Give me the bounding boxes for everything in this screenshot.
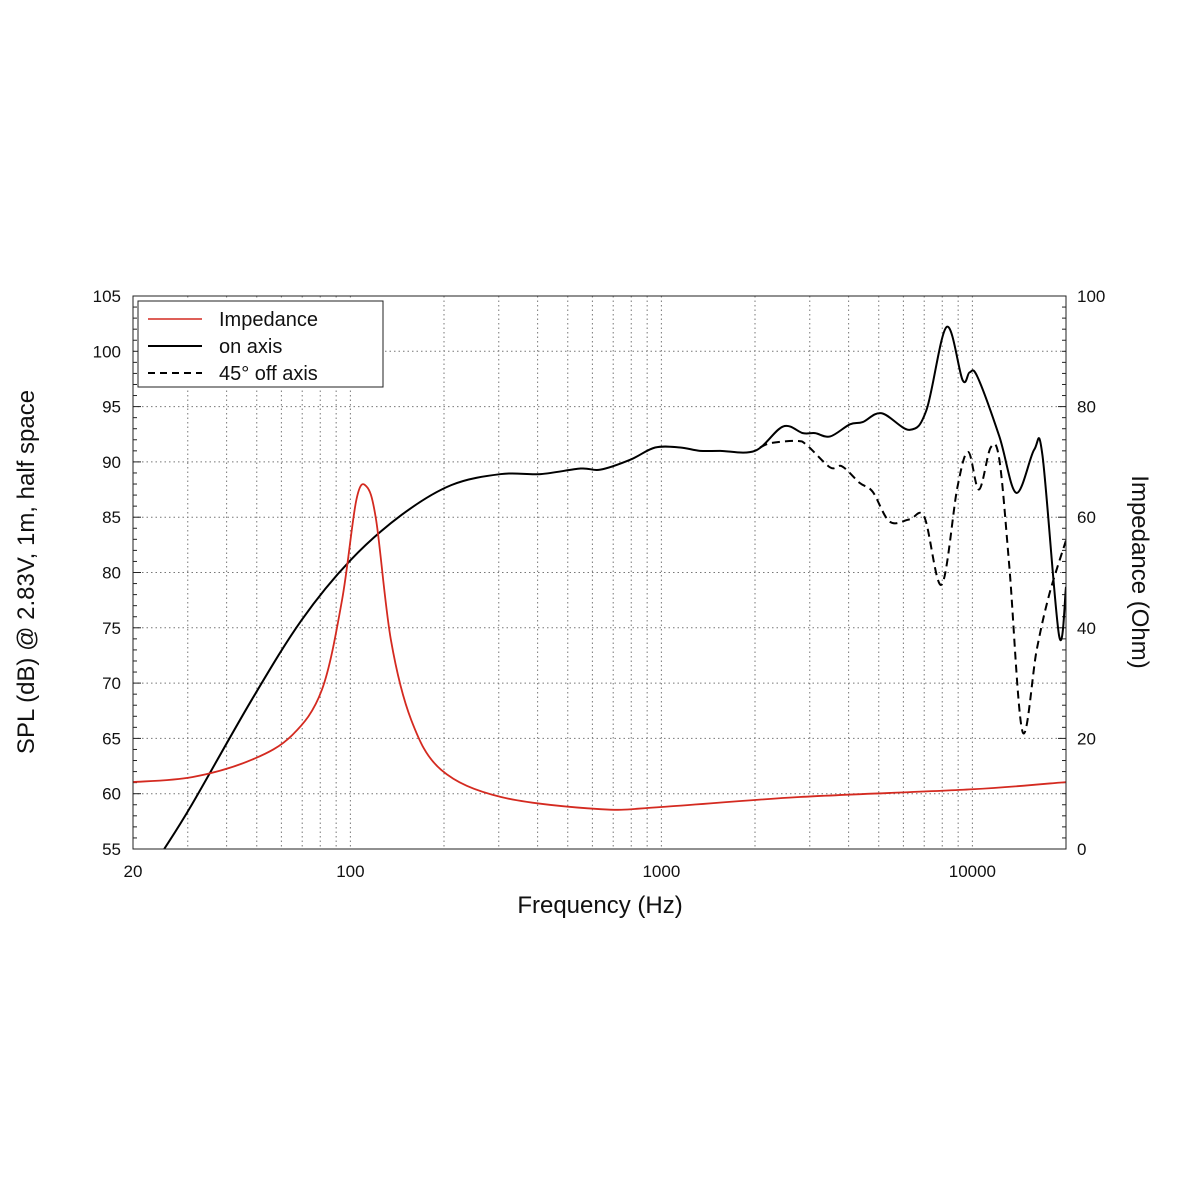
y-tick-label: 100 [93,342,121,361]
y2-tick-label: 40 [1077,619,1096,638]
y-tick-label: 90 [102,453,121,472]
y-tick-label: 75 [102,619,121,638]
x-tick-label: 20 [124,862,143,881]
x-tick-label: 1000 [642,862,680,881]
series-line-on-axis [163,325,1066,849]
x-tick-label: 100 [336,862,364,881]
plot-frame [132,295,1067,850]
y2-tick-label: 60 [1077,508,1096,527]
y-axis-title: SPL (dB) @ 2.83V, 1m, half space [13,390,40,754]
series-line-45-off-axis [759,439,1066,735]
x-axis-title: Frequency (Hz) [517,892,682,919]
axis-ticks: 55 60 65 70 75 80 85 90 95 100 105 0 20 40 60 80 100 20 10… [93,287,1106,881]
y-tick-label: 80 [102,564,121,583]
legend-label-on-axis: on axis [219,336,282,358]
legend: Impedance on axis 45° off axis [137,300,384,388]
y-tick-label: 70 [102,674,121,693]
series-line-impedance [133,483,1066,811]
y-tick-label: 105 [93,287,121,306]
series-group [133,325,1066,849]
y-tick-label: 60 [102,785,121,804]
y-tick-label: 55 [102,840,121,859]
y-tick-label: 95 [102,398,121,417]
y-tick-label: 65 [102,729,121,748]
y2-axis-title: Impedance (Ohm) [1126,475,1153,668]
y2-tick-label: 0 [1077,840,1086,859]
x-tick-label: 10000 [949,862,996,881]
legend-label-off-axis: 45° off axis [219,363,318,385]
legend-label-impedance: Impedance [219,309,318,331]
y2-tick-label: 80 [1077,398,1096,417]
y2-tick-label: 20 [1077,729,1096,748]
y2-tick-label: 100 [1077,287,1105,306]
y-tick-label: 85 [102,508,121,527]
